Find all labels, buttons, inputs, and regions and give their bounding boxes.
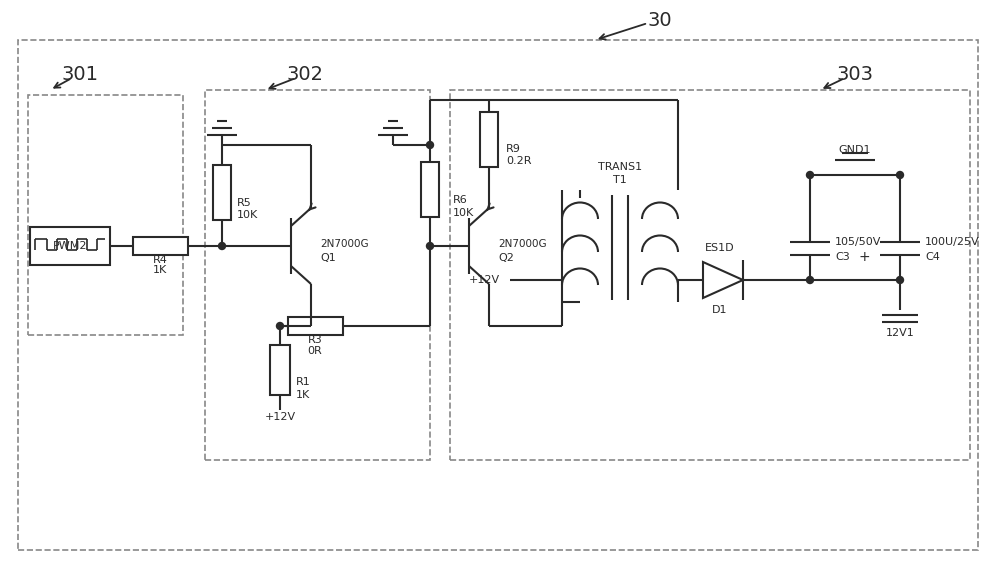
Text: 10K: 10K [453, 208, 474, 218]
Circle shape [276, 323, 284, 329]
Circle shape [806, 172, 814, 179]
Text: R9: R9 [506, 144, 521, 154]
Text: Q1: Q1 [320, 253, 336, 263]
Text: 12V1: 12V1 [886, 328, 914, 338]
Text: R6: R6 [453, 195, 468, 205]
Circle shape [806, 276, 814, 284]
Text: 301: 301 [62, 66, 98, 85]
Bar [205, 90, 430, 460]
Text: +12V: +12V [469, 275, 500, 285]
Text: 10K: 10K [237, 210, 258, 220]
Text: R3: R3 [308, 335, 322, 345]
Text: 0.2R: 0.2R [506, 156, 532, 166]
Circle shape [896, 276, 904, 284]
Text: R5: R5 [237, 198, 252, 208]
Text: +: + [858, 250, 870, 264]
Text: ES1D: ES1D [705, 243, 735, 253]
Circle shape [426, 242, 434, 250]
Text: 2N7000G: 2N7000G [320, 239, 369, 249]
Text: T1: T1 [613, 175, 627, 185]
Circle shape [218, 242, 226, 250]
Text: 303: 303 [836, 66, 874, 85]
Text: 1K: 1K [153, 265, 167, 275]
Text: D1: D1 [712, 305, 728, 315]
Bar [133, 237, 188, 255]
Bar [421, 162, 439, 217]
Bar [213, 165, 231, 220]
Text: Q2: Q2 [498, 253, 514, 263]
Text: C3: C3 [835, 252, 850, 262]
Text: 2N7000G: 2N7000G [498, 239, 547, 249]
Bar [28, 95, 183, 335]
Circle shape [896, 172, 904, 179]
Bar [30, 227, 110, 265]
Text: +12V: +12V [264, 412, 296, 422]
Text: 1K: 1K [296, 390, 310, 400]
Circle shape [426, 141, 434, 149]
Bar [270, 345, 290, 395]
Text: PWM2: PWM2 [53, 241, 87, 251]
Bar [288, 317, 343, 335]
Text: TRANS1: TRANS1 [598, 162, 642, 172]
Text: R1: R1 [296, 377, 311, 387]
Text: 105/50V: 105/50V [835, 237, 881, 247]
Text: GND1: GND1 [839, 145, 871, 155]
Bar [480, 112, 498, 167]
Text: C4: C4 [925, 252, 940, 262]
Text: 100U/25V: 100U/25V [925, 237, 980, 247]
Text: 0R: 0R [308, 346, 322, 356]
Text: R4: R4 [153, 255, 167, 265]
Bar [450, 90, 970, 460]
Text: 302: 302 [287, 66, 324, 85]
Text: 30: 30 [648, 11, 672, 29]
